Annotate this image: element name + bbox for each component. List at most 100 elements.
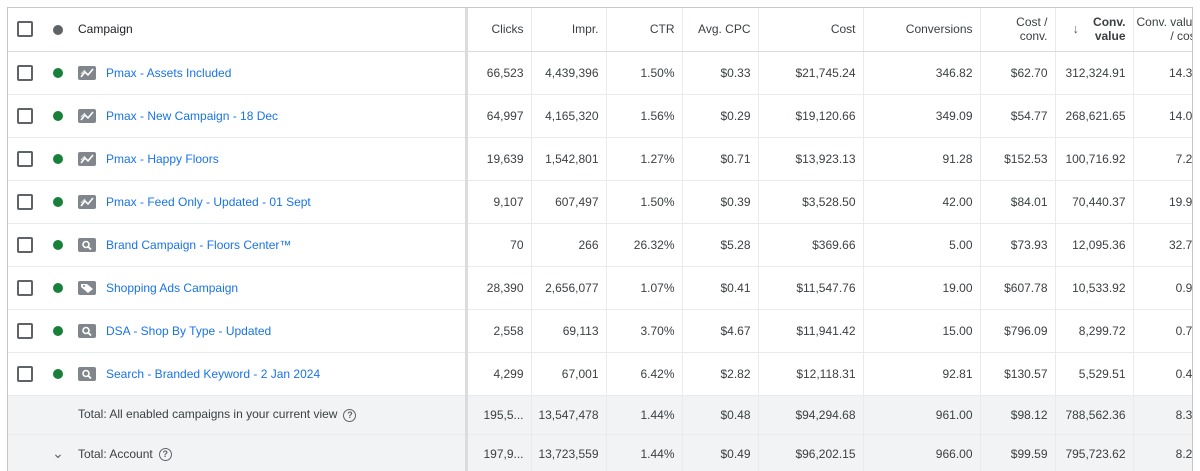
campaign-name-link[interactable]: Pmax - Assets Included — [106, 65, 232, 80]
select-all-checkbox-cell[interactable] — [8, 8, 42, 52]
row-status-cell[interactable] — [42, 180, 74, 224]
total-avg-cpc-cell: $0.48 — [682, 395, 759, 435]
total-cost-cell: $96,202.15 — [758, 434, 864, 471]
row-status-cell[interactable] — [42, 223, 74, 267]
table-row[interactable]: Pmax - Happy Floors 19,639 1,542,801 1.2… — [8, 137, 1192, 181]
total-label: Total: Account — [78, 446, 153, 461]
cost-per-conv-cell: $796.09 — [980, 309, 1056, 353]
cost-per-conv-cell: $73.93 — [980, 223, 1056, 267]
row-checkbox[interactable] — [17, 107, 33, 124]
total-row-enabled-campaigns: Total: All enabled campaigns in your cur… — [8, 395, 1192, 435]
conv-value-per-cost-cell: 0.70 — [1133, 309, 1192, 353]
table-row[interactable]: Brand Campaign - Floors Center™ 70 266 2… — [8, 223, 1192, 267]
status-enabled-dot-icon[interactable] — [53, 111, 63, 122]
row-checkbox-cell[interactable] — [8, 51, 42, 95]
row-checkbox-cell[interactable] — [8, 137, 42, 181]
status-enabled-dot-icon[interactable] — [53, 283, 63, 294]
cost-per-conv-cell: $130.57 — [980, 352, 1056, 396]
ctr-cell: 3.70% — [606, 309, 683, 353]
cost-cell: $3,528.50 — [758, 180, 864, 224]
column-header-impr[interactable]: Impr. — [531, 8, 607, 52]
row-status-cell[interactable] — [42, 266, 74, 310]
row-status-cell[interactable] — [42, 352, 74, 396]
column-header-conversions[interactable]: Conversions — [863, 8, 981, 52]
row-checkbox-cell[interactable] — [8, 223, 42, 267]
column-header-campaign-label: Campaign — [78, 22, 133, 37]
cost-per-conv-cell: $62.70 — [980, 51, 1056, 95]
cost-per-conv-cell: $84.01 — [980, 180, 1056, 224]
table-row[interactable]: Shopping Ads Campaign 28,390 2,656,077 1… — [8, 266, 1192, 310]
row-status-cell[interactable] — [42, 51, 74, 95]
help-icon[interactable]: ? — [343, 408, 357, 422]
select-all-checkbox[interactable] — [17, 21, 33, 38]
row-checkbox[interactable] — [17, 150, 33, 167]
status-enabled-dot-icon[interactable] — [53, 240, 63, 251]
search-campaign-icon — [78, 323, 96, 338]
status-header[interactable] — [42, 8, 74, 52]
total-cost-per-conv-cell: $99.59 — [980, 434, 1056, 471]
row-checkbox[interactable] — [17, 279, 33, 296]
total-label: Total: All enabled campaigns in your cur… — [78, 407, 338, 422]
status-enabled-dot-icon[interactable] — [53, 369, 63, 380]
row-checkbox-cell[interactable] — [8, 352, 42, 396]
table-row[interactable]: Pmax - Feed Only - Updated - 01 Sept 9,1… — [8, 180, 1192, 224]
status-enabled-dot-icon[interactable] — [53, 197, 63, 208]
campaign-name-cell: Pmax - Assets Included — [74, 51, 468, 95]
column-header-ctr-label: CTR — [649, 22, 675, 37]
column-header-cost[interactable]: Cost — [758, 8, 864, 52]
conversions-cell: 349.09 — [863, 94, 981, 138]
ctr-cell: 1.56% — [606, 94, 683, 138]
column-header-conv-value-per-cost[interactable]: Conv. value/ cost — [1133, 8, 1192, 52]
row-checkbox[interactable] — [17, 236, 33, 253]
row-checkbox[interactable] — [17, 322, 33, 339]
clicks-cell: 9,107 — [466, 180, 532, 224]
conv-value-per-cost-cell: 7.23 — [1133, 137, 1192, 181]
performance-max-icon — [78, 151, 96, 166]
row-checkbox[interactable] — [17, 365, 33, 382]
row-checkbox[interactable] — [17, 64, 33, 81]
column-header-avg-cpc[interactable]: Avg. CPC — [682, 8, 759, 52]
table-row[interactable]: Pmax - New Campaign - 18 Dec 64,997 4,16… — [8, 94, 1192, 138]
impr-cell: 2,656,077 — [531, 266, 607, 310]
column-header-clicks[interactable]: Clicks — [466, 8, 532, 52]
column-header-clicks-label: Clicks — [491, 22, 524, 37]
campaign-name-link[interactable]: Pmax - New Campaign - 18 Dec — [106, 108, 279, 123]
cost-cell: $19,120.66 — [758, 94, 864, 138]
column-header-campaign[interactable]: Campaign — [74, 8, 468, 52]
row-status-cell[interactable] — [42, 137, 74, 181]
campaign-name-link[interactable]: Brand Campaign - Floors Center™ — [106, 237, 292, 252]
cost-per-conv-cell: $152.53 — [980, 137, 1056, 181]
row-checkbox[interactable] — [17, 193, 33, 210]
status-enabled-dot-icon[interactable] — [53, 326, 63, 337]
table-row[interactable]: Pmax - Assets Included 66,523 4,439,396 … — [8, 51, 1192, 95]
campaign-name-link[interactable]: Pmax - Feed Only - Updated - 01 Sept — [106, 194, 311, 209]
status-enabled-dot-icon[interactable] — [53, 68, 63, 79]
campaign-name-link[interactable]: DSA - Shop By Type - Updated — [106, 323, 272, 338]
chevron-down-icon[interactable]: ⌄ — [52, 445, 64, 462]
ctr-cell: 1.50% — [606, 180, 683, 224]
expand-account-toggle[interactable]: ⌄ — [42, 434, 74, 471]
campaign-name-link[interactable]: Search - Branded Keyword - 2 Jan 2024 — [106, 366, 321, 381]
row-status-cell[interactable] — [42, 94, 74, 138]
column-header-cost-per-conv[interactable]: Cost / conv. — [980, 8, 1056, 52]
status-enabled-dot-icon[interactable] — [53, 154, 63, 165]
campaign-name-link[interactable]: Shopping Ads Campaign — [106, 280, 239, 295]
table-row[interactable]: Search - Branded Keyword - 2 Jan 2024 4,… — [8, 352, 1192, 396]
row-checkbox-cell[interactable] — [8, 180, 42, 224]
shopping-tag-icon — [78, 280, 96, 295]
total-spacer-cell — [8, 434, 42, 471]
row-checkbox-cell[interactable] — [8, 266, 42, 310]
row-checkbox-cell[interactable] — [8, 309, 42, 353]
table-row[interactable]: DSA - Shop By Type - Updated 2,558 69,11… — [8, 309, 1192, 353]
column-header-conv-value[interactable]: ↓ Conv. value — [1055, 8, 1134, 52]
impr-cell: 67,001 — [531, 352, 607, 396]
row-status-cell[interactable] — [42, 309, 74, 353]
row-checkbox-cell[interactable] — [8, 94, 42, 138]
cost-cell: $21,745.24 — [758, 51, 864, 95]
column-header-ctr[interactable]: CTR — [606, 8, 683, 52]
campaign-name-link[interactable]: Pmax - Happy Floors — [106, 151, 219, 166]
column-header-conv-value-line1: Conv. — [1093, 15, 1126, 30]
conv-value-per-cost-cell: 14.36 — [1133, 51, 1192, 95]
help-icon[interactable]: ? — [158, 447, 172, 461]
avg-cpc-cell: $4.67 — [682, 309, 759, 353]
